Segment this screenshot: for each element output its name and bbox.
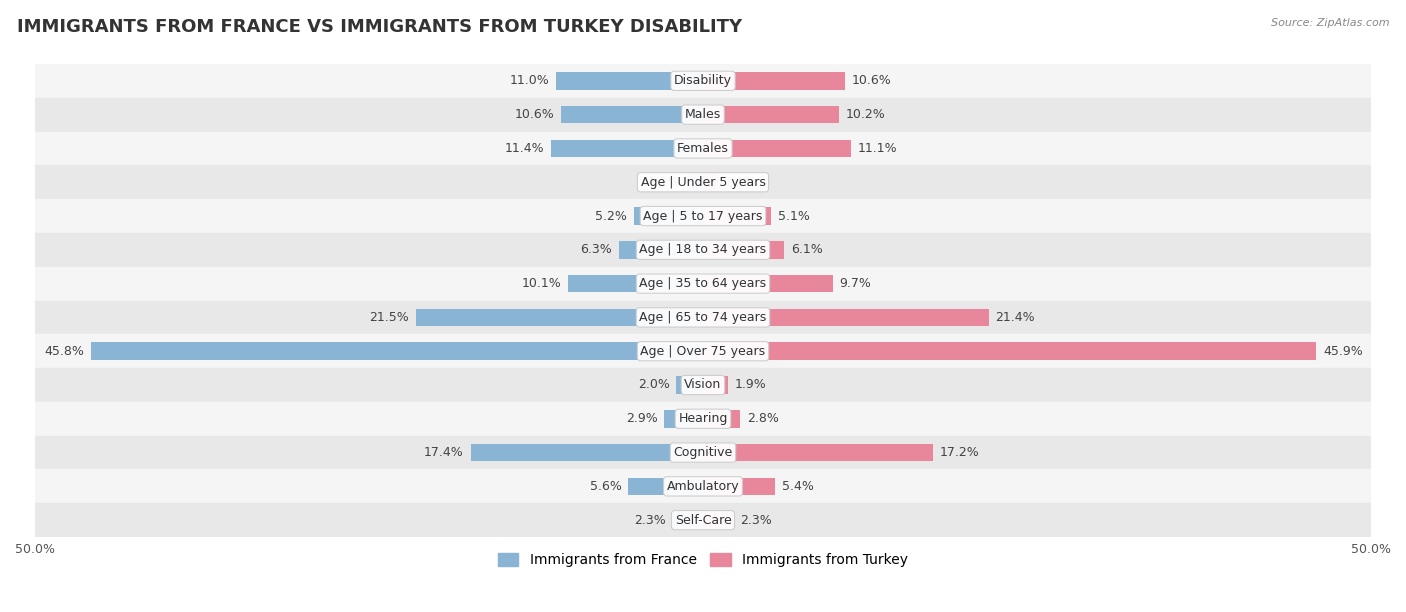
Text: Age | Over 75 years: Age | Over 75 years	[641, 345, 765, 357]
Bar	[416, 308, 703, 326]
Bar	[35, 132, 1371, 165]
Text: 21.5%: 21.5%	[370, 311, 409, 324]
Text: 5.4%: 5.4%	[782, 480, 814, 493]
Bar	[35, 503, 1371, 537]
Text: Self-Care: Self-Care	[675, 513, 731, 527]
Bar	[672, 512, 703, 529]
Text: Vision: Vision	[685, 378, 721, 392]
Text: 45.8%: 45.8%	[45, 345, 84, 357]
Text: 21.4%: 21.4%	[995, 311, 1035, 324]
Bar	[703, 376, 728, 394]
Bar	[628, 477, 703, 495]
Bar	[471, 444, 703, 461]
Bar	[688, 173, 703, 191]
Bar	[551, 140, 703, 157]
Text: Ambulatory: Ambulatory	[666, 480, 740, 493]
Bar	[35, 199, 1371, 233]
Text: 17.2%: 17.2%	[939, 446, 979, 459]
Legend: Immigrants from France, Immigrants from Turkey: Immigrants from France, Immigrants from …	[492, 548, 914, 573]
Bar	[35, 368, 1371, 402]
Bar	[35, 300, 1371, 334]
Bar	[703, 342, 1316, 360]
Text: 2.8%: 2.8%	[747, 412, 779, 425]
Bar	[703, 241, 785, 259]
Text: 9.7%: 9.7%	[839, 277, 872, 290]
Text: Age | 5 to 17 years: Age | 5 to 17 years	[644, 209, 762, 223]
Text: Age | 18 to 34 years: Age | 18 to 34 years	[640, 244, 766, 256]
Text: 6.3%: 6.3%	[581, 244, 612, 256]
Bar	[35, 98, 1371, 132]
Bar	[634, 207, 703, 225]
Bar	[703, 140, 851, 157]
Bar	[91, 342, 703, 360]
Bar	[703, 106, 839, 124]
Bar	[703, 72, 845, 89]
Text: 10.2%: 10.2%	[846, 108, 886, 121]
Text: 17.4%: 17.4%	[425, 446, 464, 459]
Bar	[35, 233, 1371, 267]
Bar	[703, 512, 734, 529]
Bar	[35, 334, 1371, 368]
Text: 1.1%: 1.1%	[724, 176, 756, 188]
Bar	[703, 275, 832, 293]
Text: 45.9%: 45.9%	[1323, 345, 1362, 357]
Text: 10.1%: 10.1%	[522, 277, 561, 290]
Bar	[703, 173, 717, 191]
Bar	[703, 477, 775, 495]
Bar	[35, 64, 1371, 98]
Text: 2.3%: 2.3%	[741, 513, 772, 527]
Bar	[35, 267, 1371, 300]
Text: 5.6%: 5.6%	[589, 480, 621, 493]
Text: 2.0%: 2.0%	[638, 378, 669, 392]
Text: Males: Males	[685, 108, 721, 121]
Text: Age | 35 to 64 years: Age | 35 to 64 years	[640, 277, 766, 290]
Bar	[35, 436, 1371, 469]
Bar	[619, 241, 703, 259]
Text: 1.2%: 1.2%	[648, 176, 681, 188]
Bar	[703, 444, 932, 461]
Text: IMMIGRANTS FROM FRANCE VS IMMIGRANTS FROM TURKEY DISABILITY: IMMIGRANTS FROM FRANCE VS IMMIGRANTS FRO…	[17, 18, 742, 36]
Text: 2.3%: 2.3%	[634, 513, 665, 527]
Text: Age | Under 5 years: Age | Under 5 years	[641, 176, 765, 188]
Text: 1.9%: 1.9%	[735, 378, 766, 392]
Text: Age | 65 to 74 years: Age | 65 to 74 years	[640, 311, 766, 324]
Text: 2.9%: 2.9%	[626, 412, 658, 425]
Text: 6.1%: 6.1%	[792, 244, 823, 256]
Text: 5.1%: 5.1%	[778, 209, 810, 223]
Bar	[664, 410, 703, 428]
Bar	[703, 207, 770, 225]
Text: Hearing: Hearing	[678, 412, 728, 425]
Text: Cognitive: Cognitive	[673, 446, 733, 459]
Bar	[35, 165, 1371, 199]
Text: 11.0%: 11.0%	[509, 74, 550, 88]
Text: 10.6%: 10.6%	[515, 108, 555, 121]
Bar	[555, 72, 703, 89]
Bar	[703, 308, 988, 326]
Text: Source: ZipAtlas.com: Source: ZipAtlas.com	[1271, 18, 1389, 28]
Text: 10.6%: 10.6%	[851, 74, 891, 88]
Bar	[35, 469, 1371, 503]
Text: Disability: Disability	[673, 74, 733, 88]
Bar	[561, 106, 703, 124]
Text: 5.2%: 5.2%	[595, 209, 627, 223]
Text: Females: Females	[678, 142, 728, 155]
Bar	[676, 376, 703, 394]
Bar	[568, 275, 703, 293]
Text: 11.4%: 11.4%	[505, 142, 544, 155]
Text: 11.1%: 11.1%	[858, 142, 897, 155]
Bar	[703, 410, 741, 428]
Bar	[35, 402, 1371, 436]
